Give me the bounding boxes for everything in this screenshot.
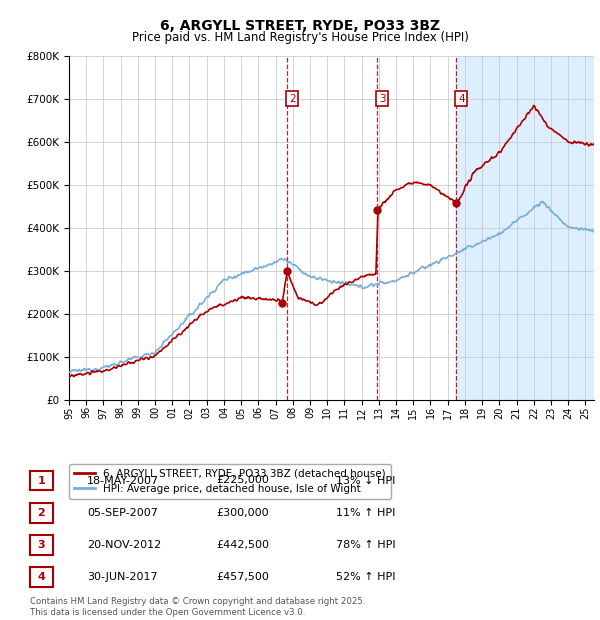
Text: 20-NOV-2012: 20-NOV-2012	[87, 540, 161, 550]
Text: 4: 4	[37, 572, 46, 582]
Text: Price paid vs. HM Land Registry's House Price Index (HPI): Price paid vs. HM Land Registry's House …	[131, 31, 469, 44]
Text: 13% ↓ HPI: 13% ↓ HPI	[336, 476, 395, 485]
Text: 52% ↑ HPI: 52% ↑ HPI	[336, 572, 395, 582]
Text: Contains HM Land Registry data © Crown copyright and database right 2025.
This d: Contains HM Land Registry data © Crown c…	[30, 598, 365, 617]
Text: 3: 3	[379, 94, 385, 104]
Text: £300,000: £300,000	[216, 508, 269, 518]
Text: 05-SEP-2007: 05-SEP-2007	[87, 508, 158, 518]
Text: 78% ↑ HPI: 78% ↑ HPI	[336, 540, 395, 550]
Text: 30-JUN-2017: 30-JUN-2017	[87, 572, 158, 582]
Text: 3: 3	[38, 540, 45, 550]
Text: 1: 1	[38, 476, 45, 485]
Text: 2: 2	[38, 508, 45, 518]
Text: 4: 4	[458, 94, 464, 104]
Text: £442,500: £442,500	[216, 540, 269, 550]
Bar	[456, 56, 594, 400]
Text: 6, ARGYLL STREET, RYDE, PO33 3BZ: 6, ARGYLL STREET, RYDE, PO33 3BZ	[160, 19, 440, 33]
Legend: 6, ARGYLL STREET, RYDE, PO33 3BZ (detached house), HPI: Average price, detached : 6, ARGYLL STREET, RYDE, PO33 3BZ (detach…	[69, 464, 391, 499]
Text: 18-MAY-2007: 18-MAY-2007	[87, 476, 159, 485]
Text: 11% ↑ HPI: 11% ↑ HPI	[336, 508, 395, 518]
Text: £225,000: £225,000	[216, 476, 269, 485]
Text: 2: 2	[289, 94, 295, 104]
Text: £457,500: £457,500	[216, 572, 269, 582]
